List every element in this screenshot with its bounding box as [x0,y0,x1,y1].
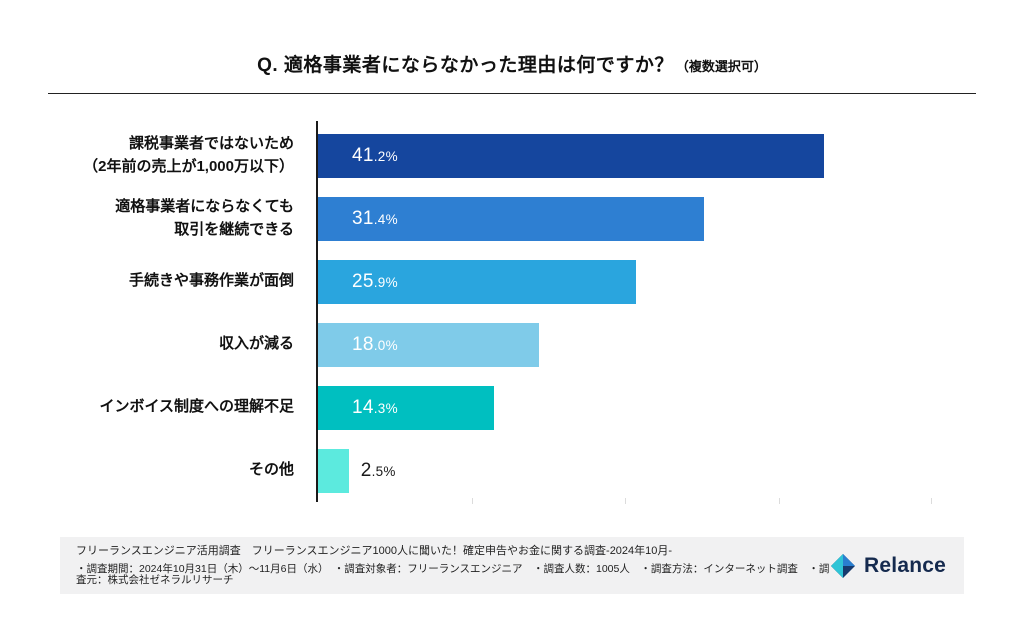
survey-details-line: ・調査期間：2024年10月31日（木）〜11月6日（水） ・調査対象者：フリー… [76,563,830,586]
bar-area: 2.5% [318,439,932,502]
survey-title-line: フリーランスエンジニア活用調査 フリーランスエンジニア1000人に聞いた！確定申… [76,545,673,557]
value-integer: 41 [352,144,374,166]
title-divider [48,93,976,94]
value-label: 25.9% [352,271,398,293]
bar-area: 25.9% [318,250,932,313]
bar-area: 14.3% [318,376,932,439]
category-label: 適格事業者にならなくても 取引を継続できる [115,198,294,238]
bar [318,196,704,241]
chart-title-note: （複数選択可） [675,59,767,74]
relance-logo-text: Relance [864,553,946,577]
value-integer: 25 [352,270,374,292]
value-fraction: .2% [373,148,398,164]
chart-row: インボイス制度への理解不足 14.3% [48,376,976,439]
value-fraction: .3% [373,400,398,416]
value-fraction: .9% [373,274,398,290]
relance-logo-icon [831,553,856,578]
bar [318,448,349,493]
category-label: 手続きや事務作業が面倒 [128,272,294,290]
chart-row: 手続きや事務作業が面倒 25.9% [48,250,976,313]
value-integer: 14 [352,396,374,418]
bar [318,385,494,430]
value-integer: 18 [352,333,374,355]
y-axis-line [316,121,318,502]
chart-question-title: Q. 適格事業者にならなかった理由は何ですか？ [257,55,674,76]
category-label: 収入が減る [218,335,294,353]
bar [318,259,637,304]
value-label: 31.4% [352,208,398,230]
value-label: 14.3% [352,397,398,419]
value-label: 41.2% [352,145,398,167]
survey-meta: フリーランスエンジニア活用調査 フリーランスエンジニア1000人に聞いた！確定申… [76,546,830,585]
bar-area: 41.2% [318,124,932,187]
chart-row: 適格事業者にならなくても 取引を継続できる 31.4% [48,187,976,250]
value-fraction: .0% [373,337,398,353]
category-label: インボイス制度への理解不足 [99,398,294,416]
chart-rows: 課税事業者ではないため （2年前の売上が1,000万以下） 41.2% 適格事業者… [48,121,976,504]
horizontal-bar-chart: 課税事業者ではないため （2年前の売上が1,000万以下） 41.2% 適格事業者… [48,121,976,504]
value-fraction: .4% [373,211,398,227]
chart-row: 課税事業者ではないため （2年前の売上が1,000万以下） 41.2% [48,124,976,187]
value-label: 2.5% [361,460,396,482]
category-label: 課税事業者ではないため （2年前の売上が1,000万以下） [83,135,294,175]
value-fraction: .5% [371,463,396,479]
chart-row: 収入が減る 18.0% [48,313,976,376]
bar-area: 31.4% [318,187,932,250]
bar-area: 18.0% [318,313,932,376]
value-label: 18.0% [352,334,398,356]
chart-row: その他 2.5% [48,439,976,502]
value-integer: 31 [352,207,374,229]
value-integer: 2 [360,459,372,481]
relance-logo: Relance [830,553,946,579]
footer-bar: フリーランスエンジニア活用調査 フリーランスエンジニア1000人に聞いた！確定申… [60,537,964,594]
bar [318,322,540,367]
category-label: その他 [248,461,294,479]
page-title: Q. 適格事業者にならなかった理由は何ですか？ （複数選択可） [0,50,1024,77]
bar [318,133,824,178]
